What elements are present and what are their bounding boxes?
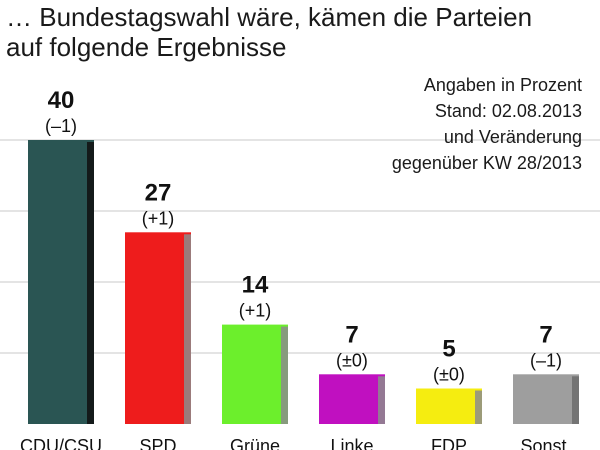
bar [222,324,288,424]
category-label: Linke [330,436,373,450]
note-line-2: Stand: 02.08.2013 [434,101,582,121]
bar [513,374,579,424]
bar [125,232,191,424]
bar [319,374,385,424]
bar-shade [572,376,579,424]
value-label: 5 [442,336,455,363]
change-label: (–1) [45,116,77,136]
bar-shade [378,376,385,424]
category-label: Grüne [230,436,280,450]
change-label: (+1) [239,301,272,321]
change-label: (±0) [433,365,465,385]
value-label: 7 [539,321,552,348]
category-labels: CDU/CSU SPD Grüne Linke FDP Sonst. [20,436,572,450]
chart-title-line-2: auf folgende Ergebnisse [6,32,287,62]
bar-shade [475,390,482,424]
note-line-4: gegenüber KW 28/2013 [391,153,582,173]
bar-shade [87,142,94,424]
bar [416,388,482,424]
chart-note: Angaben in Prozent Stand: 02.08.2013 und… [392,72,582,176]
category-label: FDP [431,436,467,450]
change-label: (–1) [530,350,562,370]
category-label: Sonst. [520,436,571,450]
note-line-1: Angaben in Prozent [423,75,582,95]
value-label: 27 [145,179,172,206]
bar [28,140,94,424]
data-labels: 40(–1)27(+1)14(+1)7(±0) 5(±0)7(–1) [45,87,562,385]
change-label: (±0) [336,350,368,370]
value-label: 40 [48,87,75,114]
bar-shade [281,326,288,424]
value-label: 7 [345,321,358,348]
chart-title-line-1: … Bundestagswahl wäre, kämen die Parteie… [6,2,533,32]
change-label: (+1) [142,208,175,228]
bars [28,140,579,424]
value-label: 14 [242,272,269,299]
category-label: SPD [139,436,176,450]
note-line-3: und Veränderung [443,127,582,147]
category-label: CDU/CSU [20,436,102,450]
gridlines [0,139,600,354]
bar-shade [184,234,191,424]
